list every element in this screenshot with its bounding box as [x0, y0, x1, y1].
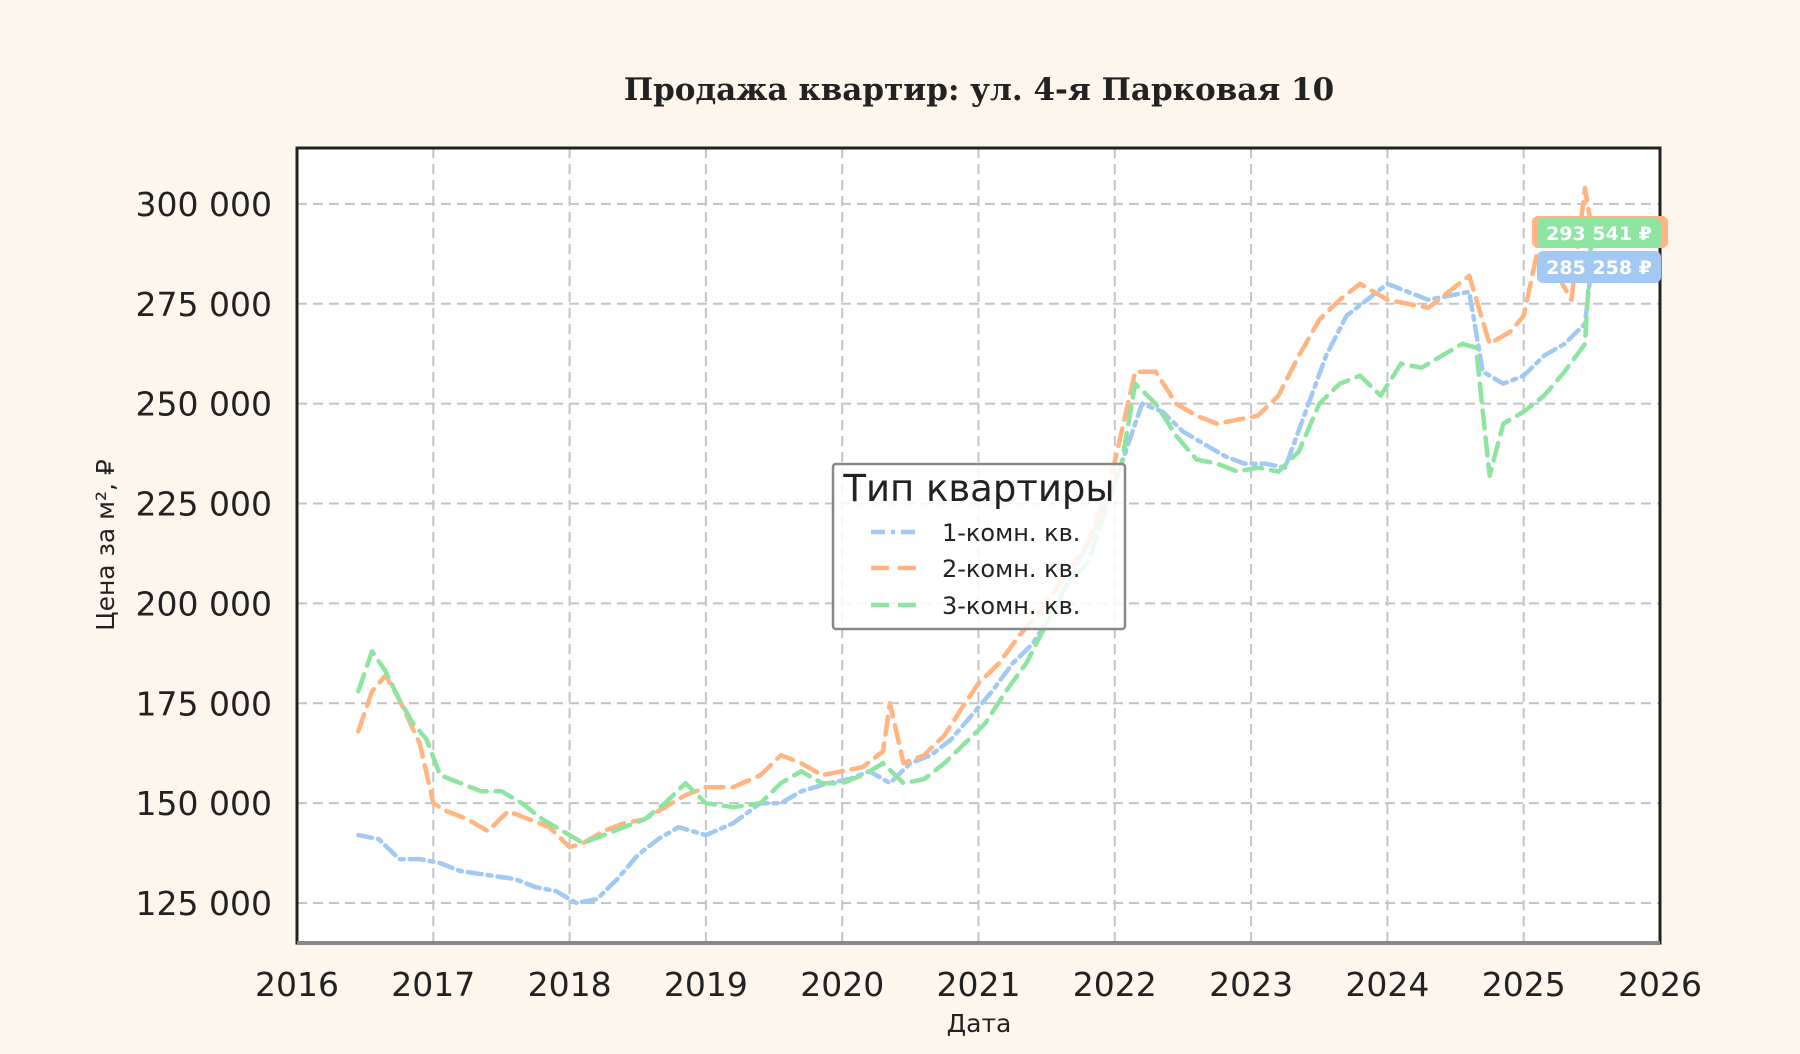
- series-line-1: [356, 260, 1595, 906]
- y-tick-label: 175 000: [136, 684, 272, 723]
- y-tick-label: 250 000: [136, 385, 272, 424]
- y-tick-label: 300 000: [136, 185, 272, 224]
- x-tick-label: 2019: [664, 965, 748, 1004]
- end-labels: 293 541 ₽293 541 ₽285 258 ₽: [1532, 216, 1668, 283]
- end-label-1: 285 258 ₽: [1546, 257, 1652, 279]
- x-tick-label: 2025: [1482, 965, 1566, 1004]
- y-axis-ticks: 125 000 150 000 175 000 200 000 225 000 250 0…: [136, 185, 272, 923]
- series-line-3: [356, 227, 1595, 846]
- x-tick-label: 2023: [1209, 965, 1293, 1004]
- x-axis-ticks: 2016 2017 2018 2019 2020 2021 2022 2023 2024 2025…: [255, 965, 1702, 1004]
- x-tick-label: 2021: [937, 965, 1021, 1004]
- legend-label-3: 3-комн. кв.: [942, 592, 1080, 620]
- x-tick-label: 2024: [1345, 965, 1429, 1004]
- y-tick-label: 125 000: [136, 884, 272, 923]
- legend-title: Тип квартиры: [842, 467, 1114, 510]
- x-tick-label: 2026: [1618, 965, 1702, 1004]
- y-axis-label: Цена за м², ₽: [91, 459, 120, 631]
- x-tick-label: 2016: [255, 965, 339, 1004]
- legend: Тип квартиры 1-комн. кв. 2-комн. кв. 3-к…: [831, 462, 1127, 631]
- y-tick-label: 150 000: [136, 784, 272, 823]
- x-tick-label: 2022: [1073, 965, 1157, 1004]
- legend-box: [831, 462, 1127, 631]
- chart-title: Продажа квартир: ул. 4-я Парковая 10: [624, 72, 1334, 108]
- y-tick-label: 225 000: [136, 485, 272, 524]
- x-tick-label: 2020: [800, 965, 884, 1004]
- x-tick-label: 2018: [528, 965, 612, 1004]
- end-label-box-1: [1537, 251, 1661, 283]
- legend-label-2: 2-комн. кв.: [942, 555, 1080, 583]
- series-line-2: [356, 185, 1595, 850]
- series-layer: [356, 185, 1595, 906]
- y-tick-label: 275 000: [136, 285, 272, 324]
- y-tick-label: 200 000: [136, 584, 272, 623]
- end-label-3: 293 541 ₽: [1546, 223, 1652, 245]
- x-axis-label: Дата: [947, 1009, 1012, 1038]
- end-label-box-3: [1537, 218, 1661, 248]
- legend-label-1: 1-комн. кв.: [942, 519, 1080, 547]
- x-tick-label: 2017: [391, 965, 475, 1004]
